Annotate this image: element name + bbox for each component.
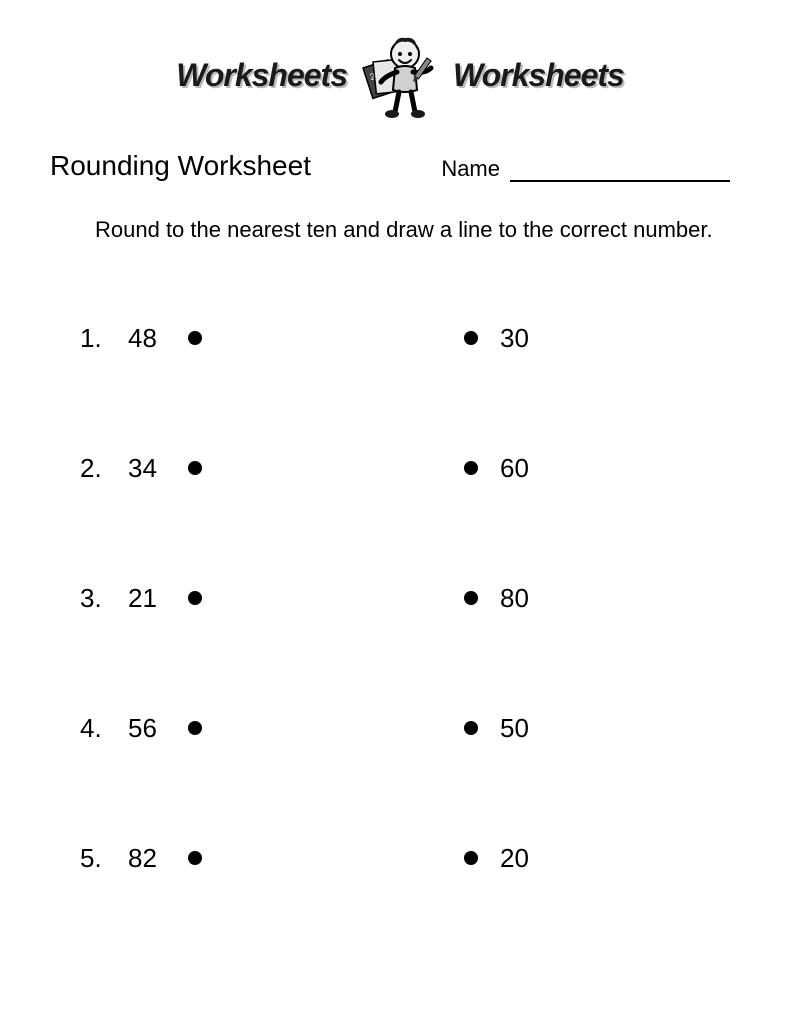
right-value: 50 bbox=[500, 713, 580, 744]
worksheet-title: Rounding Worksheet bbox=[50, 150, 311, 182]
dot-icon bbox=[464, 721, 478, 735]
problem-number: 5. bbox=[50, 843, 110, 874]
right-value: 20 bbox=[500, 843, 580, 874]
dot-icon bbox=[188, 591, 202, 605]
logo-right-word: Worksheets bbox=[453, 57, 624, 94]
left-value: 48 bbox=[110, 323, 170, 354]
problem-row: 3. 21 80 bbox=[50, 533, 750, 663]
dot-icon bbox=[464, 851, 478, 865]
header-logo: Worksheets 2+1= bbox=[0, 0, 800, 120]
instructions-text: Round to the nearest ten and draw a line… bbox=[0, 192, 800, 273]
name-label: Name bbox=[441, 156, 500, 182]
problems-list: 1. 48 30 2. 34 60 3. 21 80 4. 56 50 5. 8 bbox=[0, 273, 800, 923]
left-value: 56 bbox=[110, 713, 170, 744]
dot-icon bbox=[188, 851, 202, 865]
dot-icon bbox=[464, 331, 478, 345]
right-value: 30 bbox=[500, 323, 580, 354]
dot-icon bbox=[464, 461, 478, 475]
problem-number: 3. bbox=[50, 583, 110, 614]
left-value: 21 bbox=[110, 583, 170, 614]
dot-icon bbox=[188, 461, 202, 475]
left-value: 34 bbox=[110, 453, 170, 484]
problem-row: 5. 82 20 bbox=[50, 793, 750, 923]
problem-row: 4. 56 50 bbox=[50, 663, 750, 793]
problem-row: 1. 48 30 bbox=[50, 273, 750, 403]
problem-number: 1. bbox=[50, 323, 110, 354]
logo-mascot-icon: 2+1= bbox=[355, 30, 445, 120]
right-value: 60 bbox=[500, 453, 580, 484]
dot-icon bbox=[188, 721, 202, 735]
dot-icon bbox=[188, 331, 202, 345]
problem-row: 2. 34 60 bbox=[50, 403, 750, 533]
left-value: 82 bbox=[110, 843, 170, 874]
title-row: Rounding Worksheet Name bbox=[0, 120, 800, 192]
logo-left-word: Worksheets bbox=[176, 57, 347, 94]
name-input-line[interactable] bbox=[510, 160, 730, 182]
right-value: 80 bbox=[500, 583, 580, 614]
name-field: Name bbox=[351, 156, 750, 182]
problem-number: 2. bbox=[50, 453, 110, 484]
dot-icon bbox=[464, 591, 478, 605]
problem-number: 4. bbox=[50, 713, 110, 744]
